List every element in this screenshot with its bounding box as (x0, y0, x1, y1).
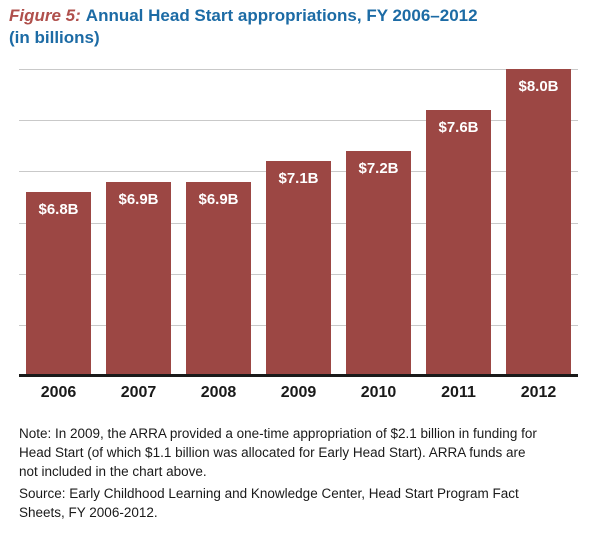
x-axis-labels: 2006 2007 2008 2009 2010 2011 2012 (19, 384, 578, 404)
bar-2010: $7.2B (346, 150, 411, 376)
x-tick-label-2010: 2010 (360, 384, 397, 401)
bar-value-label-2011: $7.6B (438, 118, 479, 136)
figure-title: Figure 5: Annual Head Start appropriation… (9, 5, 478, 27)
figure-title-text: Annual Head Start appropriations, FY 200… (85, 6, 478, 25)
x-tick-label-2009: 2009 (280, 384, 317, 401)
gridline-8.0 (19, 69, 578, 70)
bar-value-label-2007: $6.9B (118, 190, 159, 208)
bar-2011: $7.6B (426, 109, 491, 376)
x-tick-label-2011: 2011 (441, 384, 476, 401)
x-tick-label-2007: 2007 (120, 384, 157, 401)
figure-number-label: Figure 5: (9, 6, 81, 25)
bar-2006: $6.8B (26, 191, 91, 376)
note-text: Note: In 2009, the ARRA provided a one-t… (19, 426, 537, 479)
gridline-7.5 (19, 120, 578, 122)
figure-title-line2: (in billions) (9, 28, 100, 47)
x-tick-label-2006: 2006 (40, 384, 77, 401)
figure-notes: Note: In 2009, the ARRA provided a one-t… (19, 424, 546, 522)
bar-2007: $6.9B (106, 181, 171, 376)
x-axis-line (19, 374, 578, 377)
bar-value-label-2009: $7.1B (278, 170, 319, 188)
x-tick-label-2008: 2008 (200, 384, 237, 401)
bar-2008: $6.9B (186, 181, 251, 376)
bar-value-label-2008: $6.9B (198, 190, 239, 208)
bar-2012: $8.0B (506, 69, 571, 376)
x-tick-label-2012: 2012 (520, 384, 557, 401)
bar-2009: $7.1B (266, 161, 331, 376)
bar-value-label-2010: $7.2B (358, 159, 399, 177)
bar-value-label-2006: $6.8B (38, 200, 79, 218)
plot-area: $6.8B $6.9B $6.9B $7.1B $7.2B $7.6B $8.0B (19, 69, 578, 377)
bar-value-label-2012: $8.0B (518, 78, 559, 95)
source-text: Source: Early Childhood Learning and Kno… (19, 486, 519, 520)
